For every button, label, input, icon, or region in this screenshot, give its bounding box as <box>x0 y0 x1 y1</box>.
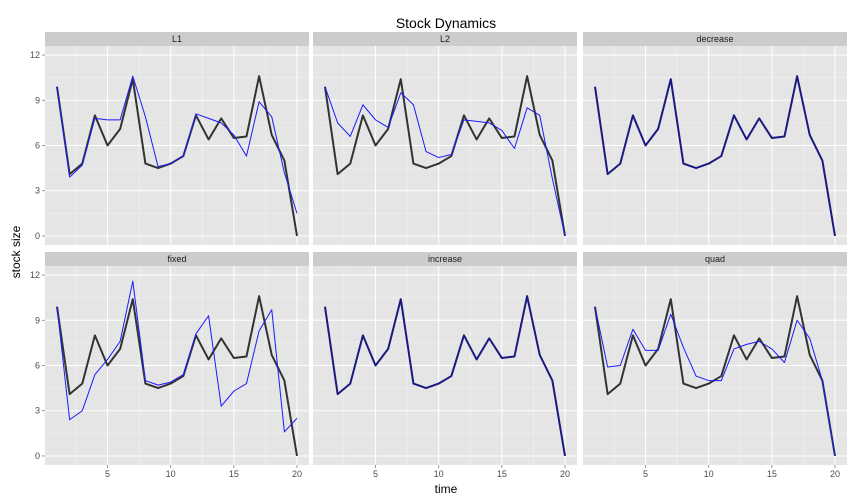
strip-quad <box>583 252 847 266</box>
x-tick-label: 10 <box>434 469 444 479</box>
strip-label-fixed: fixed <box>167 254 186 264</box>
strip-increase <box>313 252 577 266</box>
series-line-fitted <box>56 75 298 214</box>
chart-title: Stock Dynamics <box>396 15 496 31</box>
y-tick-label: 0 <box>35 231 40 241</box>
strip-l2 <box>313 32 577 46</box>
x-axis-title: time <box>435 482 458 496</box>
series-line-fitted <box>594 306 836 457</box>
strip-label-increase: increase <box>428 254 462 264</box>
series-line-actual-fitted <box>594 75 836 237</box>
y-tick-label: 3 <box>35 186 40 196</box>
x-tick-label: 5 <box>643 469 648 479</box>
y-tick-label: 0 <box>35 451 40 461</box>
series-line-actual <box>594 295 836 457</box>
strip-decrease <box>583 32 847 46</box>
x-tick-label: 5 <box>373 469 378 479</box>
panel-increase: increase 5 10 15 20 <box>313 252 577 479</box>
series-line-fitted <box>324 86 566 237</box>
y-tick-label: 12 <box>30 270 40 280</box>
x-tick-label: 15 <box>767 469 777 479</box>
x-tick-label: 5 <box>105 469 110 479</box>
panel-decrease: decrease <box>583 32 847 245</box>
y-tick-label: 9 <box>35 95 40 105</box>
y-tick-label: 6 <box>35 361 40 371</box>
panel-quad: quad 5 10 15 20 <box>583 252 847 479</box>
series-line-fitted <box>56 280 298 433</box>
strip-label-l1: L1 <box>172 34 182 44</box>
y-tick-label: 6 <box>35 141 40 151</box>
panel-l1: L1 0 3 6 9 12 <box>30 32 309 245</box>
y-tick-label: 12 <box>30 50 40 60</box>
x-tick-label: 10 <box>166 469 176 479</box>
x-tick-label: 10 <box>704 469 714 479</box>
series-line-actual-fitted <box>324 295 566 457</box>
x-tick-label: 20 <box>292 469 302 479</box>
panel-fixed: fixed 0 3 6 9 12 5 10 15 20 <box>30 252 309 479</box>
x-tick-label: 15 <box>229 469 239 479</box>
strip-l1 <box>45 32 309 46</box>
x-tick-label: 20 <box>830 469 840 479</box>
y-tick-label: 9 <box>35 315 40 325</box>
x-tick-label: 15 <box>497 469 507 479</box>
strip-fixed <box>45 252 309 266</box>
strip-label-quad: quad <box>705 254 725 264</box>
y-axis-title: stock size <box>9 225 23 278</box>
series-line-actual <box>56 295 298 457</box>
strip-label-l2: L2 <box>440 34 450 44</box>
strip-label-decrease: decrease <box>696 34 733 44</box>
x-tick-label: 20 <box>560 469 570 479</box>
series-line-actual <box>324 75 566 237</box>
panel-l2: L2 <box>313 32 577 245</box>
y-tick-label: 3 <box>35 406 40 416</box>
